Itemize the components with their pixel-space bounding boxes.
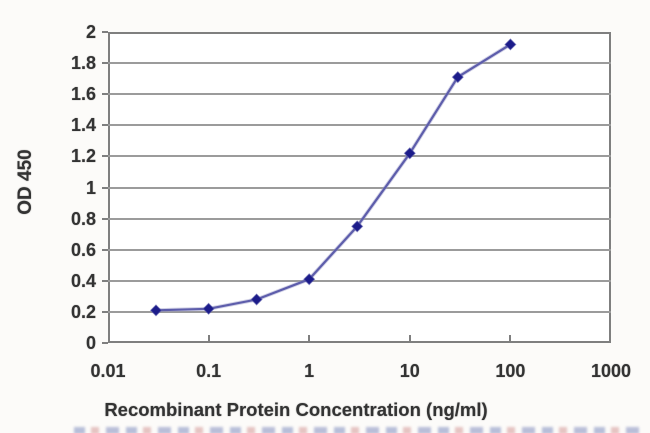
x-tick-label: 100 xyxy=(495,361,526,381)
x-axis-tick xyxy=(408,335,411,341)
gridline xyxy=(108,186,611,189)
y-tick-label: 1 xyxy=(85,177,96,198)
x-axis-tick xyxy=(207,335,210,341)
x-tick-label: 1 xyxy=(304,361,315,381)
gridline xyxy=(108,62,611,65)
y-axis-tick xyxy=(102,248,108,251)
gridline xyxy=(108,217,611,220)
y-axis-title: OD 450 xyxy=(15,149,36,215)
y-axis-tick xyxy=(102,342,108,344)
x-tick-label: 0.1 xyxy=(196,361,222,381)
gridline xyxy=(108,93,611,96)
y-axis-tick xyxy=(102,31,108,33)
y-axis-tick xyxy=(102,62,108,65)
gridline xyxy=(108,279,611,282)
gridline xyxy=(108,155,611,158)
y-axis-tick xyxy=(102,279,108,282)
x-axis-tick xyxy=(509,335,512,341)
y-axis-tick xyxy=(102,310,108,313)
x-tick-label: 1000 xyxy=(590,361,632,381)
y-axis-tick xyxy=(102,186,108,189)
y-tick-label: 1.2 xyxy=(70,146,96,167)
gridline xyxy=(108,310,611,313)
y-axis-tick xyxy=(102,155,108,158)
y-tick-label: 1.4 xyxy=(70,115,96,136)
cutoff-text-artifact xyxy=(74,427,646,433)
y-tick-label: 0.6 xyxy=(70,239,96,260)
gridline xyxy=(108,124,611,127)
y-tick-label: 0.4 xyxy=(70,270,96,291)
y-tick-label: 0.8 xyxy=(70,208,96,229)
y-tick-label: 1.8 xyxy=(70,53,96,74)
y-axis-tick xyxy=(102,217,108,220)
x-axis-title: Recombinant Protein Concentration (ng/ml… xyxy=(104,399,488,420)
x-axis-tick xyxy=(308,335,311,341)
x-tick-label: 10 xyxy=(399,361,420,381)
y-tick-label: 0.2 xyxy=(70,301,96,322)
y-tick-label: 0 xyxy=(85,333,96,353)
x-tick-label: 0.01 xyxy=(90,361,126,381)
gridline xyxy=(108,248,611,251)
y-axis-tick xyxy=(102,93,108,96)
y-tick-label: 1.6 xyxy=(70,84,96,105)
y-axis-tick xyxy=(102,124,108,127)
y-tick-label: 2 xyxy=(85,22,96,42)
